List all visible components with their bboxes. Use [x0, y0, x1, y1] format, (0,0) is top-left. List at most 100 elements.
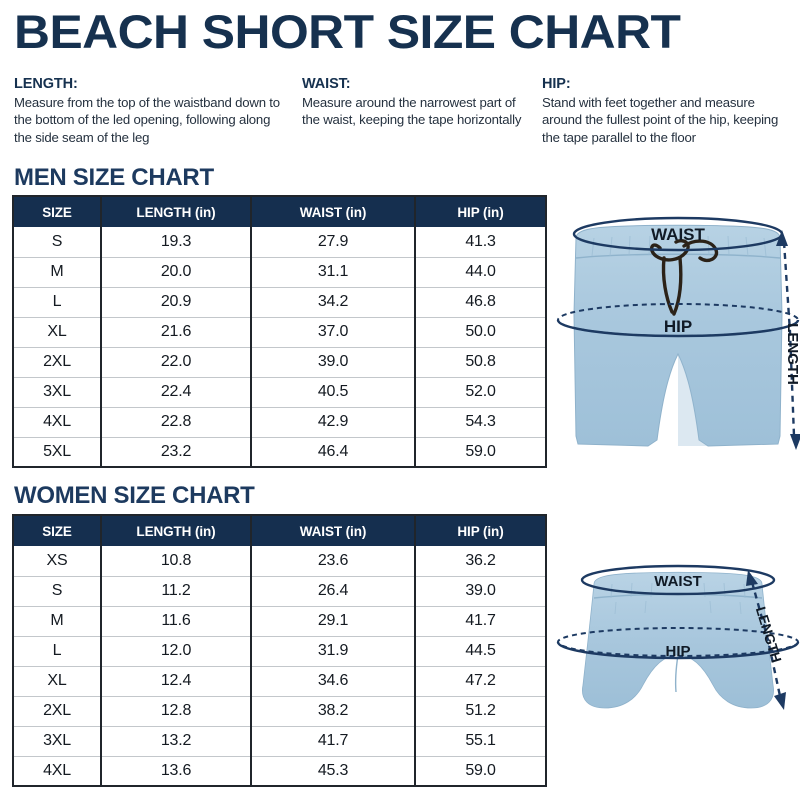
cell-hip: 51.2: [415, 696, 546, 727]
cell-length: 11.6: [101, 606, 252, 637]
table-row: 2XL 12.8 38.2 51.2: [13, 696, 546, 727]
waist-measure-ellipse: [580, 564, 776, 596]
waist-label: WAIST: [654, 573, 702, 590]
cell-size: 3XL: [13, 377, 102, 408]
cell-hip: 59.0: [465, 761, 496, 779]
cell-length: 20.0: [101, 257, 252, 288]
guide-waist-heading: WAIST:: [302, 76, 351, 92]
column-header-waist: WAIST (in): [251, 196, 416, 227]
length-measure-arrow: [746, 570, 786, 710]
cell-hip: 55.1: [415, 726, 546, 757]
cell-size: 5XL: [13, 437, 102, 467]
hip-label: HIP: [665, 643, 690, 660]
cell-size: 4XL: [13, 407, 102, 438]
cell-length: 22.4: [101, 377, 252, 408]
cell-length: 13.6: [101, 756, 252, 786]
cell-length: 12.4: [101, 666, 252, 697]
column-header-length: LENGTH (in): [101, 515, 252, 546]
cell-waist: 34.6: [251, 666, 416, 697]
cell-length: 22.0: [101, 347, 252, 378]
hip-measure-ellipse-solid: [556, 319, 800, 338]
table-row: L 12.0 31.9 44.5: [13, 636, 546, 667]
column-header-hip: HIP (in): [415, 515, 546, 546]
table-row: 4XL 13.6 45.3 59.0: [13, 756, 546, 786]
cell-size: S: [13, 227, 102, 258]
cell-length: 13.2: [101, 726, 252, 757]
cell-hip: 36.2: [415, 546, 546, 577]
table-row: XS 10.8 23.6 36.2: [13, 546, 546, 577]
women-shorts-diagram: WAIST HIP LENGTH: [556, 540, 800, 772]
cell-length: 21.6: [101, 317, 252, 348]
guide-hip-heading: HIP:: [542, 76, 571, 92]
cell-waist: 27.9: [251, 227, 416, 258]
cell-hip: 47.2: [415, 666, 546, 697]
table-row: S 11.2 26.4 39.0: [13, 576, 546, 607]
guide-item-waist: WAIST: Measure around the narrowest part…: [302, 76, 542, 146]
length-measure-arrow: [776, 230, 800, 450]
cell-length: 22.8: [101, 407, 252, 438]
guide-item-length: LENGTH: Measure from the top of the wais…: [0, 76, 302, 146]
cell-waist: 41.7: [251, 726, 416, 757]
guide-item-hip: HIP: Stand with feet together and measur…: [542, 76, 800, 146]
cell-waist: 40.5: [251, 377, 416, 408]
cell-size: L: [13, 287, 102, 318]
table-row: S 19.3 27.9 41.3: [13, 227, 546, 258]
cell-size: M: [13, 606, 102, 637]
column-header-hip: HIP (in): [415, 196, 546, 227]
guide-length-heading: LENGTH:: [14, 76, 78, 92]
table-row: L 20.9 34.2 46.8: [13, 287, 546, 318]
cell-hip: 52.0: [415, 377, 546, 408]
table-header-row: SIZE LENGTH (in) WAIST (in) HIP (in): [13, 515, 546, 546]
cell-size: 4XL: [13, 756, 102, 786]
cell-size: XL: [13, 317, 102, 348]
cell-waist: 23.6: [251, 546, 416, 577]
men-size-table: SIZE LENGTH (in) WAIST (in) HIP (in) S 19…: [12, 195, 547, 468]
cell-waist: 42.9: [251, 407, 416, 438]
cell-waist: 34.2: [251, 287, 416, 318]
cell-size: L: [13, 636, 102, 667]
guide-length-body: Measure from the top of the waistband do…: [14, 95, 280, 145]
cell-length: 19.3: [101, 227, 252, 258]
cell-waist: 29.1: [251, 606, 416, 637]
cell-hip: 44.0: [415, 257, 546, 288]
cell-hip: 54.3: [415, 407, 546, 438]
cell-size: XS: [13, 546, 102, 577]
table-header-row: SIZE LENGTH (in) WAIST (in) HIP (in): [13, 196, 546, 227]
length-label: LENGTH: [784, 323, 800, 385]
column-header-size: SIZE: [13, 196, 102, 227]
cell-hip: 44.5: [415, 636, 546, 667]
cell-hip: 50.0: [415, 317, 546, 348]
cell-length: 10.8: [101, 546, 252, 577]
cell-waist: 31.9: [251, 636, 416, 667]
column-header-length: LENGTH (in): [101, 196, 252, 227]
cell-waist: 45.3: [251, 756, 416, 786]
cell-length: 23.2: [101, 437, 252, 467]
table-row: 5XL 23.2 46.4 59.0: [13, 437, 546, 467]
cell-size: XL: [13, 666, 102, 697]
cell-size: S: [13, 576, 102, 607]
table-row: XL 21.6 37.0 50.0: [13, 317, 546, 348]
column-header-waist: WAIST (in): [251, 515, 416, 546]
cell-hip: 46.8: [415, 287, 546, 318]
women-section-title: WOMEN SIZE CHART: [14, 482, 255, 509]
guide-waist-body: Measure around the narrowest part of the…: [302, 95, 522, 128]
women-size-table: SIZE LENGTH (in) WAIST (in) HIP (in) XS 1…: [12, 514, 547, 787]
hip-measure-ellipse-solid: [556, 641, 800, 660]
shorts-body-shape: [582, 571, 774, 709]
cell-size: 2XL: [13, 347, 102, 378]
cell-waist: 37.0: [251, 317, 416, 348]
hip-label: HIP: [664, 317, 692, 336]
cell-size: 2XL: [13, 696, 102, 727]
table-row: XL 12.4 34.6 47.2: [13, 666, 546, 697]
cell-waist: 46.4: [251, 437, 416, 467]
cell-hip: 39.0: [415, 576, 546, 607]
table-row: 4XL 22.8 42.9 54.3: [13, 407, 546, 438]
measurement-guide: LENGTH: Measure from the top of the wais…: [0, 76, 800, 146]
cell-hip: 41.7: [415, 606, 546, 637]
page-title: BEACH SHORT SIZE CHART: [14, 5, 681, 58]
cell-hip: 41.3: [415, 227, 546, 258]
cell-waist: 39.0: [251, 347, 416, 378]
table-row: 3XL 13.2 41.7 55.1: [13, 726, 546, 757]
waist-label: WAIST: [651, 225, 705, 244]
cell-size: 3XL: [13, 726, 102, 757]
